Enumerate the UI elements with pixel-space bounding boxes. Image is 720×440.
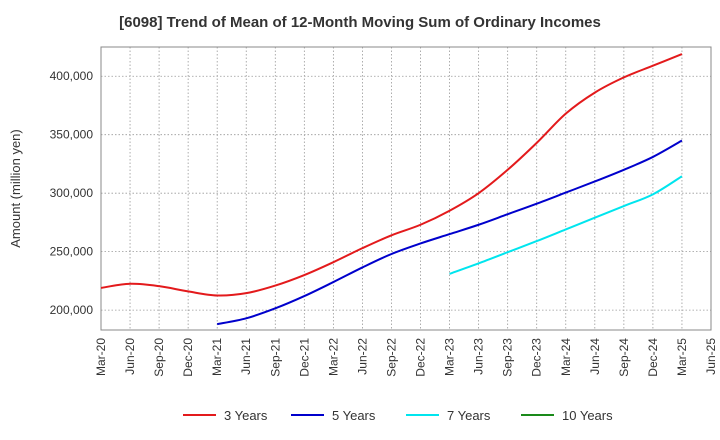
y-axis: 200,000 250,000 300,000 350,000 400,000 (50, 69, 94, 317)
legend-label-10-years: 10 Years (562, 408, 613, 423)
x-tick-label: Mar-24 (559, 338, 573, 376)
x-axis: Mar-20 Jun-20 Sep-20 Dec-20 Mar-21 Jun-21 Sep-… (94, 338, 718, 377)
y-tick-label: 350,000 (50, 128, 94, 142)
x-tick-label: Jun-24 (588, 338, 602, 375)
x-tick-label: Mar-21 (210, 338, 224, 376)
x-tick-label: Dec-22 (414, 338, 428, 377)
x-tick-label: Dec-21 (297, 338, 311, 377)
x-tick-label: Dec-23 (530, 338, 544, 377)
y-axis-label: Amount (million yen) (8, 129, 23, 248)
x-tick-label: Jun-23 (472, 338, 486, 375)
y-tick-label: 300,000 (50, 186, 94, 200)
x-tick-label: Mar-23 (443, 338, 457, 376)
legend-label-3-years: 3 Years (224, 408, 268, 423)
x-tick-label: Mar-22 (326, 338, 340, 376)
x-tick-label: Sep-24 (617, 338, 631, 377)
series-line-7-years (449, 175, 683, 275)
x-tick-label: Jun-22 (355, 338, 369, 375)
x-tick-label: Mar-25 (675, 338, 689, 376)
x-tick-label: Dec-20 (181, 338, 195, 377)
x-tick-label: Sep-20 (152, 338, 166, 377)
chart-title: [6098] Trend of Mean of 12-Month Moving … (119, 14, 601, 31)
y-tick-label: 400,000 (50, 69, 94, 83)
x-tick-label: Jun-20 (123, 338, 137, 375)
y-tick-label: 250,000 (50, 245, 94, 259)
x-tick-label: Dec-24 (646, 338, 660, 377)
y-tick-label: 200,000 (50, 303, 94, 317)
legend: 3 Years 5 Years 7 Years 10 Years (183, 408, 613, 423)
x-tick-label: Sep-22 (384, 338, 398, 377)
series-line-5-years (216, 139, 683, 326)
series-line-3-years (100, 53, 683, 297)
x-tick-label: Jun-25 (704, 338, 718, 375)
series-group (100, 53, 683, 326)
x-tick-label: Sep-23 (501, 338, 515, 377)
x-tick-label: Sep-21 (268, 338, 282, 377)
legend-label-5-years: 5 Years (332, 408, 376, 423)
x-tick-label: Mar-20 (94, 338, 108, 376)
plot-area (100, 46, 712, 331)
x-tick-label: Jun-21 (239, 338, 253, 375)
legend-label-7-years: 7 Years (447, 408, 491, 423)
grid (100, 47, 712, 330)
